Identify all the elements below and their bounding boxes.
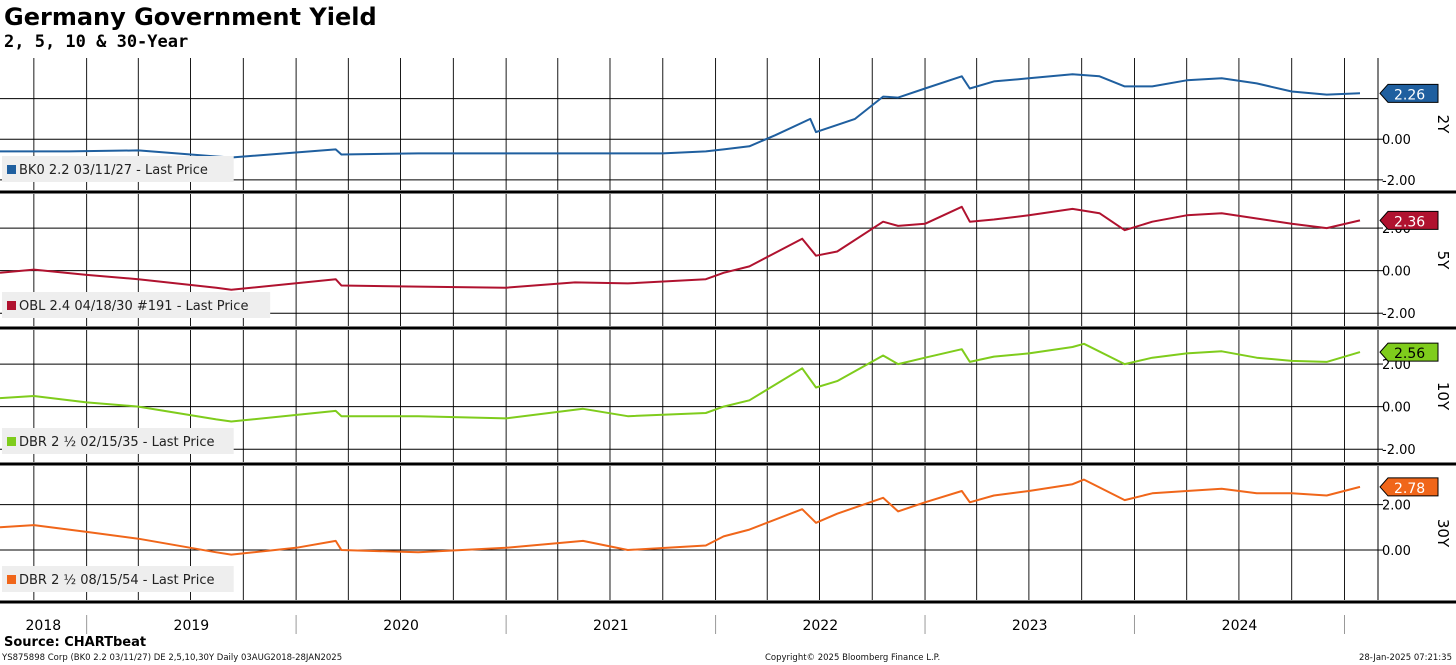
panel-tenor-label: 2Y bbox=[1434, 115, 1452, 135]
legend-label: OBL 2.4 04/18/30 #191 - Last Price bbox=[19, 299, 248, 314]
x-tick-label: 2021 bbox=[593, 618, 629, 634]
footer-timestamp: 28-Jan-2025 07:21:35 bbox=[1358, 653, 1452, 663]
legend-label: BK0 2.2 03/11/27 - Last Price bbox=[19, 163, 208, 178]
y-tick-label: -2.00 bbox=[1382, 307, 1416, 322]
y-tick-label: 0.00 bbox=[1382, 265, 1411, 280]
footer-copyright: Copyright© 2025 Bloomberg Finance L.P. bbox=[765, 653, 941, 663]
series-line-30Y bbox=[0, 478, 1361, 556]
panel-tenor-label: 10Y bbox=[1434, 382, 1452, 411]
footer-ticker-info: YS875898 Corp (BK0 2.2 03/11/27) DE 2,5,… bbox=[2, 653, 343, 663]
legend-label: DBR 2 ½ 08/15/54 - Last Price bbox=[19, 573, 215, 588]
chart-title: Germany Government Yield bbox=[4, 3, 377, 31]
legend-label: DBR 2 ½ 02/15/35 - Last Price bbox=[19, 435, 215, 450]
series-line-5Y bbox=[0, 205, 1361, 291]
last-value-label: 2.36 bbox=[1394, 214, 1425, 230]
y-tick-label: -2.00 bbox=[1382, 174, 1416, 189]
last-value-label: 2.56 bbox=[1394, 346, 1425, 362]
y-tick-label: 2.00 bbox=[1382, 499, 1411, 514]
last-value-badge bbox=[1379, 83, 1439, 103]
source-note: Source: CHARTbeat bbox=[4, 635, 147, 650]
x-tick-label: 2022 bbox=[802, 618, 838, 634]
legend-box bbox=[2, 428, 234, 454]
x-tick-label: 2020 bbox=[383, 618, 419, 634]
x-tick-label: 2023 bbox=[1012, 618, 1048, 634]
legend-swatch bbox=[7, 437, 16, 446]
x-tick-label: 2019 bbox=[174, 618, 210, 634]
legend-box bbox=[2, 566, 234, 592]
last-value-badge bbox=[1379, 210, 1439, 230]
legend-box bbox=[2, 156, 234, 182]
y-tick-label: 0.00 bbox=[1382, 401, 1411, 416]
last-value-label: 2.78 bbox=[1394, 481, 1425, 497]
legend-swatch bbox=[7, 165, 16, 174]
x-tick-label: 2018 bbox=[26, 618, 62, 634]
last-value-badge bbox=[1379, 342, 1439, 362]
legend-swatch bbox=[7, 575, 16, 584]
series-line-10Y bbox=[0, 342, 1361, 423]
legend-box bbox=[2, 292, 271, 318]
y-tick-label: -2.00 bbox=[1382, 443, 1416, 458]
chart-subtitle: 2, 5, 10 & 30-Year bbox=[4, 32, 189, 52]
x-tick-label: 2024 bbox=[1222, 618, 1258, 634]
last-value-badge bbox=[1379, 477, 1439, 497]
panel-tenor-label: 30Y bbox=[1434, 519, 1452, 548]
y-tick-label: 0.00 bbox=[1382, 133, 1411, 148]
panel-tenor-label: 5Y bbox=[1434, 251, 1452, 271]
series-line-2Y bbox=[0, 73, 1361, 159]
y-tick-label: 0.00 bbox=[1382, 544, 1411, 559]
y-tick-label: 2.00 bbox=[1382, 358, 1411, 373]
legend-swatch bbox=[7, 301, 16, 310]
last-value-label: 2.26 bbox=[1394, 87, 1425, 103]
